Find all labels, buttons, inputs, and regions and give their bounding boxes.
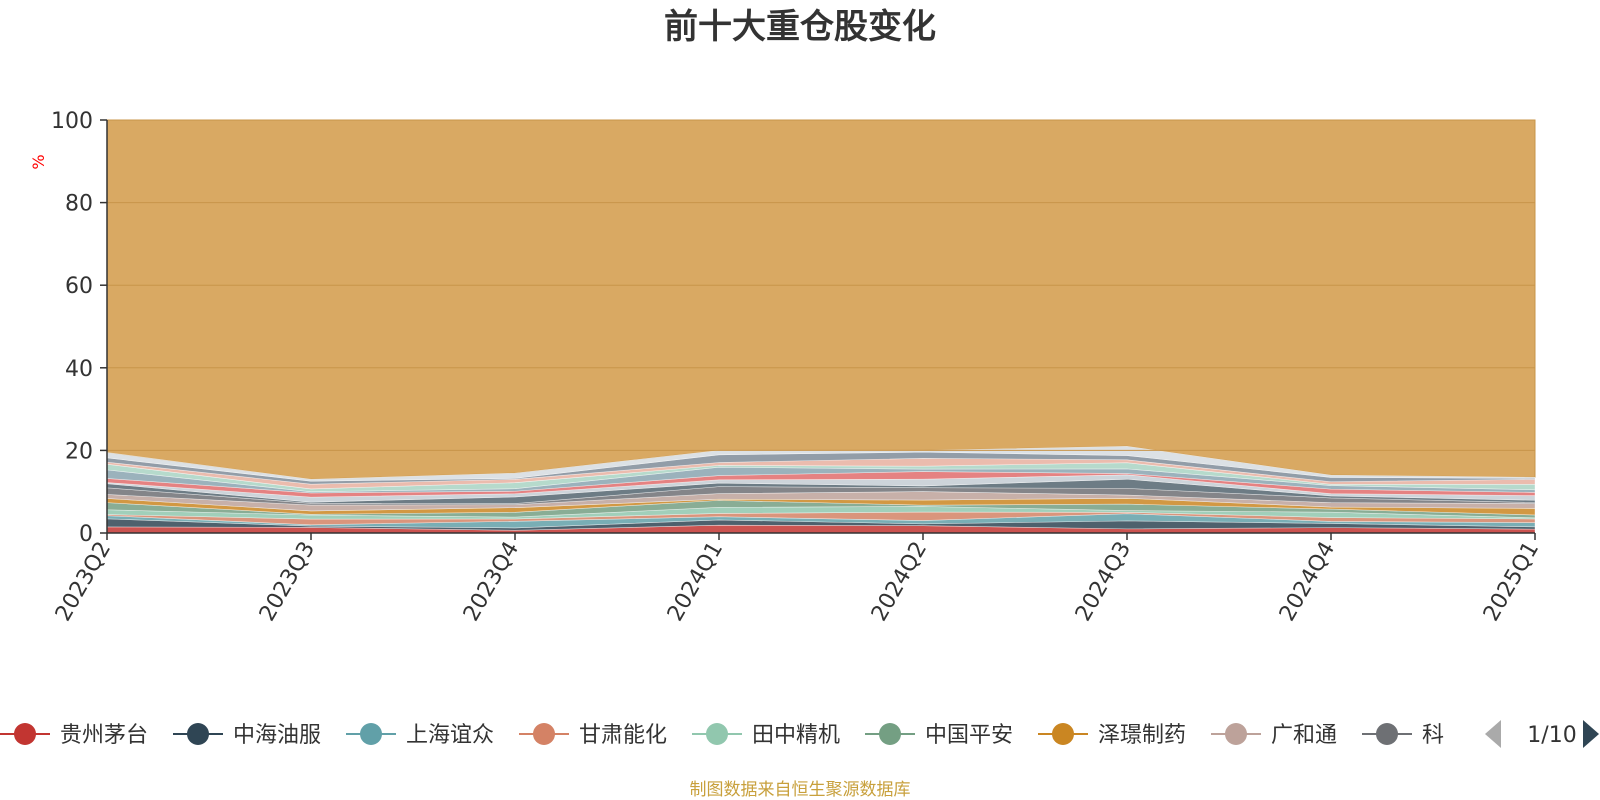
legend-marker-icon <box>533 723 555 745</box>
legend-item[interactable]: 泽璟制药 <box>1038 723 1186 748</box>
legend-marker-icon <box>1052 723 1074 745</box>
legend-label: 泽璟制药 <box>1098 723 1186 748</box>
y-tick-label: 0 <box>79 522 93 547</box>
legend-label: 广和通 <box>1271 723 1337 748</box>
x-tick-label: 2023Q2 <box>51 538 116 626</box>
y-axis-label: % <box>29 154 48 169</box>
legend-marker-icon <box>706 723 728 745</box>
x-tick-label: 2024Q3 <box>1071 538 1136 626</box>
area-remaining <box>106 119 1536 480</box>
legend-label: 中海油服 <box>233 723 321 748</box>
legend-marker-icon <box>1376 723 1398 745</box>
legend-marker-icon <box>360 723 382 745</box>
chart-title: 前十大重仓股变化 <box>664 7 936 47</box>
legend-label: 甘肃能化 <box>579 723 667 748</box>
y-tick-label: 60 <box>65 274 93 299</box>
legend-marker-icon <box>879 723 901 745</box>
area-layer <box>106 445 1536 482</box>
legend-prev-page-icon[interactable] <box>1485 720 1501 748</box>
x-tick-label: 2025Q1 <box>1479 538 1544 626</box>
data-source-footer: 制图数据来自恒生聚源数据库 <box>690 780 911 800</box>
legend-items: 贵州茅台 中海油服 上海谊众 甘肃能化 田中精机 中国平安 泽璟制药 广和通 科 <box>0 723 1444 748</box>
legend-item[interactable]: 田中精机 <box>692 723 840 748</box>
legend-item[interactable]: 贵州茅台 <box>0 723 148 748</box>
y-tick-label: 40 <box>65 357 93 382</box>
legend-label: 上海谊众 <box>406 723 494 748</box>
legend-item[interactable]: 上海谊众 <box>346 723 494 748</box>
x-tick-label: 2024Q4 <box>1275 538 1340 626</box>
plot-area <box>106 119 1536 534</box>
legend-label: 田中精机 <box>752 723 840 748</box>
x-tick-label: 2024Q2 <box>867 538 932 626</box>
grid-lines <box>107 119 1535 451</box>
legend-marker-icon <box>1225 723 1247 745</box>
legend-marker-icon <box>187 723 209 745</box>
legend-label: 科 <box>1422 723 1444 748</box>
legend-item[interactable]: 科 <box>1362 723 1444 748</box>
legend-item[interactable]: 中国平安 <box>865 723 1013 748</box>
legend-next-page-icon[interactable] <box>1583 720 1599 748</box>
y-tick-label: 20 <box>65 439 93 464</box>
x-tick-label: 2024Q1 <box>663 538 728 626</box>
x-tick-label: 2023Q4 <box>459 538 524 626</box>
y-tick-label: 80 <box>65 192 93 217</box>
legend-item[interactable]: 广和通 <box>1211 723 1337 748</box>
legend-item[interactable]: 甘肃能化 <box>519 723 667 748</box>
legend: 贵州茅台 中海油服 上海谊众 甘肃能化 田中精机 中国平安 泽璟制药 广和通 科 1/10 <box>0 720 1599 748</box>
legend-label: 中国平安 <box>925 723 1013 748</box>
y-tick-label: 100 <box>51 109 93 134</box>
legend-item[interactable]: 中海油服 <box>173 723 321 748</box>
legend-label: 贵州茅台 <box>60 723 148 748</box>
legend-page-indicator: 1/10 <box>1527 723 1576 748</box>
legend-marker-icon <box>14 723 36 745</box>
x-tick-label: 2023Q3 <box>255 538 320 626</box>
